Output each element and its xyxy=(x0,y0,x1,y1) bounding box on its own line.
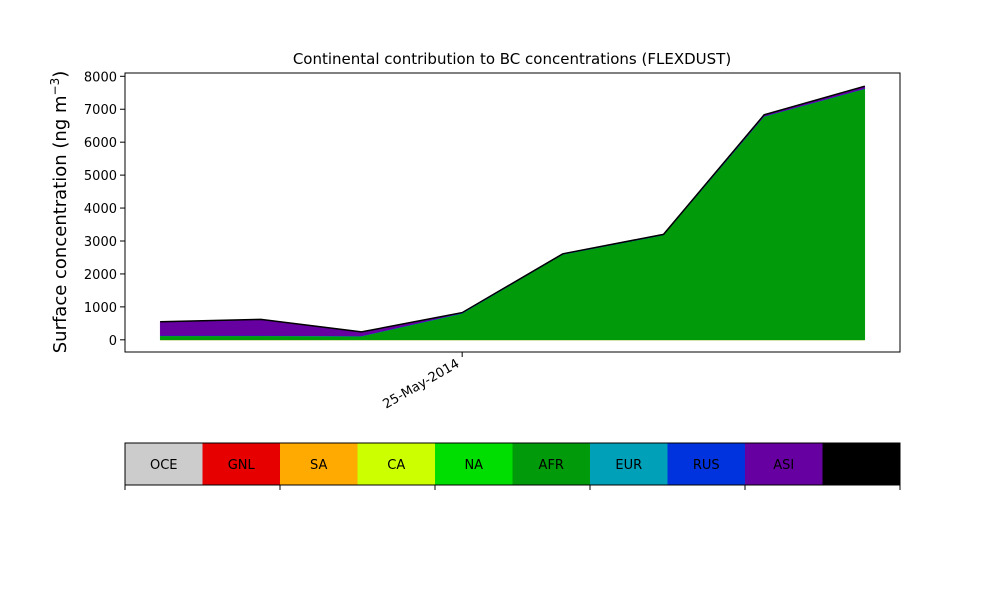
legend-swatch-afr xyxy=(512,443,590,485)
y-axis-label: Surface concentration (ng m−3) xyxy=(48,71,71,354)
legend-swatch-aus xyxy=(822,443,900,485)
area-layers xyxy=(159,85,866,341)
plot-frame xyxy=(124,72,901,353)
legend-swatch-oce xyxy=(125,443,203,485)
legend-swatch-eur xyxy=(590,443,668,485)
y-tick-label: 3000 xyxy=(84,235,117,250)
y-tick-label: 1000 xyxy=(84,301,117,316)
legend-label-sa: SA xyxy=(310,458,327,473)
legend-label-rus: RUS xyxy=(693,458,720,473)
legend-swatch-ca xyxy=(357,443,435,485)
y-axis-label-close: ) xyxy=(50,71,71,78)
legend-swatch-na xyxy=(435,443,513,485)
legend-label-asi: ASI xyxy=(773,458,794,473)
x-axis-ticks: 25-May-2014 xyxy=(380,352,463,412)
y-tick-label: 7000 xyxy=(84,103,117,118)
legend-swatch-rus xyxy=(667,443,745,485)
legend-label-aus: AUS xyxy=(848,458,875,473)
chart-title: Continental contribution to BC concentra… xyxy=(293,50,731,68)
y-tick-label: 0 xyxy=(109,334,117,349)
legend-colorbar: OCE GNL SA CA NA AFR EUR RUS ASI AUS xyxy=(124,442,901,490)
legend-swatch-sa xyxy=(280,443,358,485)
legend-label-afr: AFR xyxy=(539,458,564,473)
y-tick-label: 6000 xyxy=(84,136,117,151)
legend-swatch-gnl xyxy=(202,443,280,485)
y-tick-label: 2000 xyxy=(84,268,117,283)
legend-swatch-asi xyxy=(745,443,823,485)
legend-label-ca: CA xyxy=(387,458,405,473)
y-axis-ticks: 0 1000 2000 3000 4000 5000 6000 7000 8000 xyxy=(84,70,125,349)
x-tick-label: 25-May-2014 xyxy=(380,356,462,412)
y-axis-label-main: Surface concentration (ng m xyxy=(50,95,71,353)
y-tick-label: 5000 xyxy=(84,169,117,184)
legend-label-oce: OCE xyxy=(150,458,178,473)
y-tick-label: 8000 xyxy=(84,70,117,85)
legend-label-na: NA xyxy=(464,458,483,473)
y-axis-label-exponent: −3 xyxy=(48,78,62,96)
area-afr xyxy=(159,88,866,341)
legend-label-eur: EUR xyxy=(615,458,642,473)
total-outline xyxy=(160,85,866,333)
legend-frame xyxy=(124,442,901,486)
legend-label-gnl: GNL xyxy=(228,458,256,473)
y-tick-label: 4000 xyxy=(84,202,117,217)
